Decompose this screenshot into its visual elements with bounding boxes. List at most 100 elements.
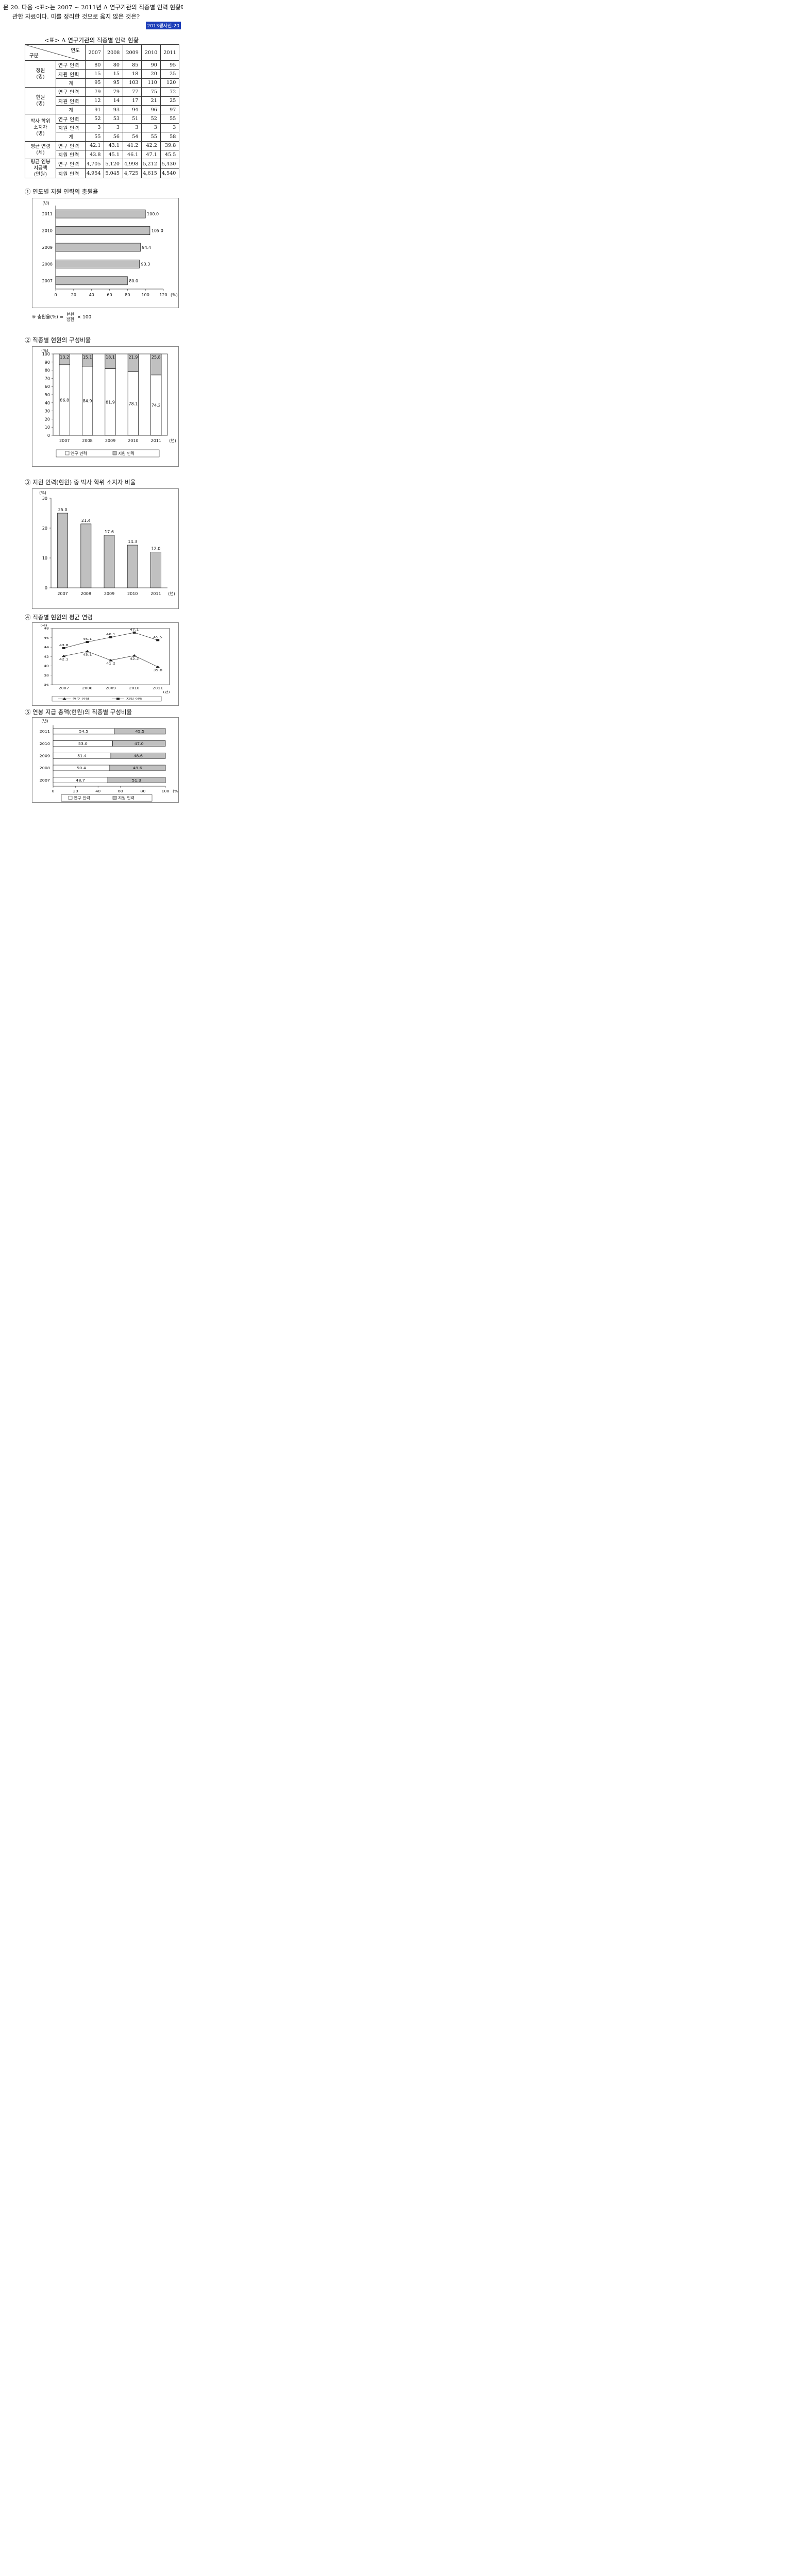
- table-cell: 75: [141, 87, 161, 97]
- y-tick-label: 0: [45, 586, 47, 590]
- bar-segment: [109, 765, 166, 771]
- question-line-2: 관한 자료이다. 이를 정리한 것으로 옳지 않은 것은?: [12, 13, 140, 20]
- data-label: 51.4: [77, 754, 87, 758]
- group-label-line: 현원: [36, 94, 45, 100]
- table-cell: 85: [122, 60, 142, 70]
- x-tick-label: 80: [140, 789, 145, 793]
- table-row: 정원 (명) 연구 인력 80 80 85 90 95: [25, 60, 180, 88]
- table-row: 현원 (명) 연구 인력 79 79 77 75 72: [25, 87, 180, 115]
- data-label: 49.6: [133, 766, 142, 771]
- y-unit-label: (년): [42, 200, 49, 206]
- y-tick-label: 30: [42, 496, 47, 501]
- table-cell: 58: [160, 132, 180, 142]
- table-cell: 43.1: [104, 141, 123, 150]
- data-label: 80.0: [129, 279, 138, 283]
- table-cell: 3: [160, 123, 180, 133]
- table-row: 평균 연령 (세) 연구 인력 42.1 43.1 41.2 42.2 39.8: [25, 141, 180, 160]
- x-tick-label: 100: [142, 293, 149, 297]
- x-tick-label: 0: [54, 293, 57, 297]
- table-cell: 52: [141, 114, 161, 124]
- y-tick-label: 0: [47, 433, 50, 438]
- y-tick-label: 38: [44, 674, 49, 677]
- formula-prefix: ※ 충원율(%) =: [32, 315, 64, 320]
- data-point: [156, 639, 160, 641]
- x-tick-label: 2010: [128, 438, 138, 443]
- y-unit-label: (세): [40, 623, 47, 627]
- bar-segment: [107, 777, 166, 784]
- data-label: 54.5: [79, 729, 89, 734]
- data-label: 25.0: [58, 507, 68, 512]
- category-tick-label: 2008: [40, 766, 50, 771]
- y-tick-label: 40: [44, 665, 49, 668]
- x-tick-label: 80: [125, 293, 130, 297]
- table-cell: 18: [122, 69, 142, 79]
- formula-denominator: 정원: [66, 317, 74, 322]
- x-tick-label: 2009: [105, 438, 115, 443]
- table-row: 지원 인력 12 14 17 21 25: [25, 96, 180, 106]
- data-label: 39.8: [153, 669, 162, 672]
- bar: [55, 243, 141, 252]
- formula-numerator: 현원: [66, 312, 74, 317]
- y-tick-label: 70: [45, 376, 50, 381]
- table-row: 지원 인력 4,954 5,045 4,725 4,615 4,540: [25, 168, 180, 179]
- table-cell: 80: [85, 60, 105, 70]
- data-label: 105.0: [152, 229, 163, 233]
- data-point: [109, 636, 112, 638]
- row-label: 연구 인력: [56, 60, 86, 70]
- x-tick-label: 2009: [104, 591, 114, 596]
- x-tick-label: 2009: [106, 687, 116, 690]
- table-cell: 79: [85, 87, 105, 97]
- data-label: 42.1: [59, 658, 69, 661]
- source-tag: 2013행자인-20: [145, 22, 181, 29]
- table-cell: 51: [122, 114, 142, 124]
- table-cell: 55: [141, 132, 161, 142]
- y-unit-label: (년): [41, 718, 48, 723]
- data-label: 78.1: [128, 401, 138, 406]
- legend-swatch: [112, 795, 117, 800]
- y-tick-label: 80: [45, 368, 50, 373]
- bar-segment: [127, 353, 139, 372]
- table-cell: 3: [122, 123, 142, 133]
- x-tick-label: 60: [107, 293, 112, 297]
- legend-marker: [62, 697, 66, 700]
- bar-segment: [59, 353, 70, 365]
- group-label-line: (명): [36, 74, 45, 80]
- y-tick-label: 60: [45, 384, 50, 389]
- x-tick-label: 2008: [82, 438, 92, 443]
- bar: [55, 276, 128, 285]
- table-cell: 90: [141, 60, 161, 70]
- table-row: 박사 학위 소지자 (명) 연구 인력 52 53 51 52 55: [25, 114, 180, 142]
- category-tick-label: 2010: [42, 229, 53, 233]
- group-label: 평균 연령 (세): [25, 141, 56, 160]
- bar: [80, 523, 92, 588]
- table-cell: 41.2: [122, 141, 142, 150]
- bar: [150, 552, 161, 588]
- y-tick-label: 10: [45, 425, 50, 430]
- table-cell: 94: [122, 105, 142, 115]
- data-label: 94.4: [142, 245, 151, 250]
- x-tick-label: 2011: [151, 438, 161, 443]
- row-label: 지원 인력: [56, 168, 86, 179]
- table-cell: 52: [85, 114, 105, 124]
- table-cell: 45.5: [160, 149, 180, 160]
- table-cell: 95: [85, 78, 105, 88]
- table-cell: 91: [85, 105, 105, 115]
- table-cell: 80: [104, 60, 123, 70]
- y-tick-label: 100: [42, 352, 50, 357]
- table-corner-cell: 연도 구분: [25, 44, 86, 61]
- category-tick-label: 2009: [40, 754, 50, 758]
- data-label: 84.9: [83, 399, 92, 403]
- data-point: [109, 658, 113, 662]
- table-cell: 97: [160, 105, 180, 115]
- table-cell: 72: [160, 87, 180, 97]
- legend-label: 연구 인력: [74, 795, 90, 801]
- row-label: 지원 인력: [56, 149, 86, 160]
- year-header: 2008: [104, 44, 123, 61]
- table-cell: 47.1: [141, 149, 161, 160]
- x-tick-label: 2011: [150, 591, 161, 596]
- x-tick-label: 40: [95, 789, 100, 793]
- category-tick-label: 2011: [42, 212, 53, 216]
- y-tick-label: 90: [45, 360, 50, 365]
- bar: [57, 513, 68, 588]
- table-cell: 25: [160, 96, 180, 106]
